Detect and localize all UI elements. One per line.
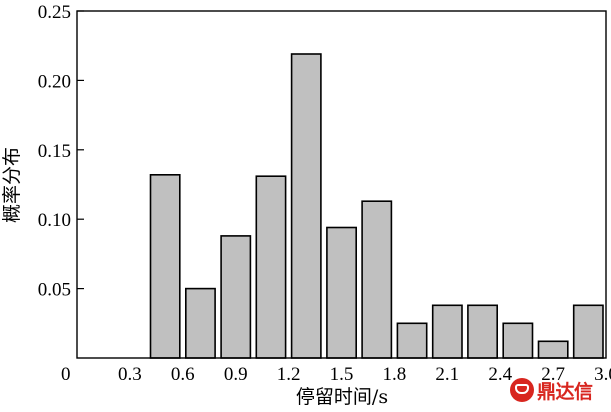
y-tick-label-1: 0.10 <box>38 210 71 231</box>
x-tick-label-2: 0.6 <box>171 364 195 385</box>
bars-layer <box>149 53 604 359</box>
bar-9 <box>467 304 498 359</box>
watermark-logo-icon <box>510 378 534 402</box>
x-tick-label-4: 1.2 <box>277 364 301 385</box>
x-tick-label-9: 2.7 <box>541 364 565 385</box>
plot-frame <box>76 10 607 359</box>
bar-10 <box>502 322 534 359</box>
y-axis-title: 概率分布 <box>1 147 23 223</box>
bar-3 <box>255 175 287 359</box>
watermark-logo: 鼎达信 <box>510 376 593 404</box>
x-tick-label-1: 0.3 <box>118 364 142 385</box>
x-tick-label-6: 1.8 <box>383 364 407 385</box>
bar-6 <box>361 200 393 359</box>
bar-5 <box>326 226 357 359</box>
x-tick-label-10: 3.0 <box>594 364 611 385</box>
y-tick-label-0: 0.05 <box>38 280 71 301</box>
x-tick-label-7: 2.1 <box>435 364 459 385</box>
bar-1 <box>185 287 216 359</box>
bar-4 <box>290 53 322 359</box>
bar-11 <box>537 340 569 359</box>
y-tick-label-2: 0.15 <box>38 141 71 162</box>
watermark-text: 鼎达信 <box>537 380 593 403</box>
x-tick-label-8: 2.4 <box>488 364 512 385</box>
y-tick-label-3: 0.20 <box>38 71 71 92</box>
x-axis-title: 停留时间/s <box>296 386 388 408</box>
bar-12 <box>572 304 604 359</box>
x-tick-label-3: 0.9 <box>224 364 248 385</box>
y-tick-label-4: 0.25 <box>38 2 71 23</box>
x-tick-label-5: 1.5 <box>330 364 354 385</box>
x-tick-label-0: 0 <box>61 364 71 385</box>
bar-7 <box>396 322 428 359</box>
ticks-layer: 0 0.3 0.6 0.9 1.2 1.5 1.8 2.1 2.4 2.7 3.0 0.05 0.10 0… <box>38 2 611 385</box>
bar-8 <box>431 304 463 359</box>
bar-0 <box>149 174 181 359</box>
bar-2 <box>220 235 252 359</box>
